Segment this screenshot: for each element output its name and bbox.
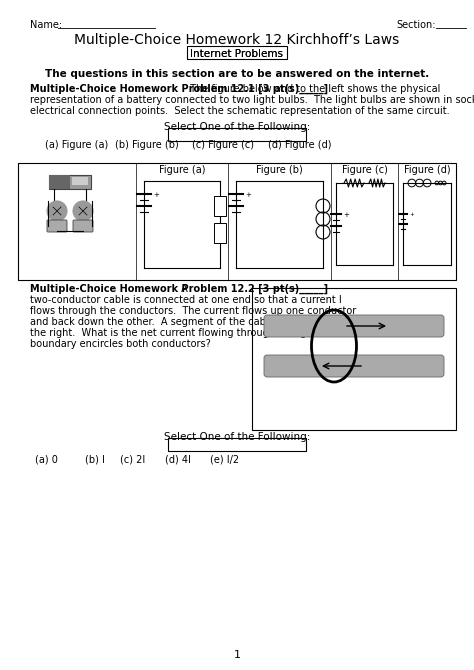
FancyBboxPatch shape xyxy=(264,355,444,377)
Text: (e) I/2: (e) I/2 xyxy=(210,454,239,464)
Text: (b) I: (b) I xyxy=(85,454,105,464)
Text: (a) 0: (a) 0 xyxy=(35,454,58,464)
Text: Figure (a): Figure (a) xyxy=(159,165,205,175)
Text: Multiple-Choice Homework 12 Kirchhoff’s Laws: Multiple-Choice Homework 12 Kirchhoff’s … xyxy=(74,33,400,47)
Text: Multiple-Choice Homework Problem 12.2 [3 pt(s)_____]: Multiple-Choice Homework Problem 12.2 [3… xyxy=(30,284,328,294)
Text: A: A xyxy=(178,284,188,294)
Bar xyxy=(214,196,226,216)
Bar xyxy=(49,175,70,189)
Text: (a) Figure (a): (a) Figure (a) xyxy=(45,140,108,150)
Text: The figure below and to the left shows the physical: The figure below and to the left shows t… xyxy=(187,84,440,94)
Text: Section:: Section: xyxy=(396,20,436,30)
Text: (c) Figure (c): (c) Figure (c) xyxy=(192,140,254,150)
Bar xyxy=(49,175,91,189)
FancyBboxPatch shape xyxy=(264,315,444,337)
Text: Internet Problems: Internet Problems xyxy=(191,49,283,59)
Text: Internet Problems: Internet Problems xyxy=(191,49,283,59)
Text: +: + xyxy=(343,212,349,218)
Text: (d) 4I: (d) 4I xyxy=(165,454,191,464)
Text: the right.  What is the net current flowing through a ring whose: the right. What is the net current flowi… xyxy=(30,328,341,338)
Text: +: + xyxy=(409,212,414,217)
Text: +: + xyxy=(153,192,159,198)
Text: electrical connection points.  Select the schematic representation of the same c: electrical connection points. Select the… xyxy=(30,106,450,116)
Text: Select One of the Following:: Select One of the Following: xyxy=(164,122,310,132)
Bar xyxy=(214,223,226,243)
Text: (b) Figure (b): (b) Figure (b) xyxy=(115,140,179,150)
Text: two-conductor cable is connected at one end so that a current I: two-conductor cable is connected at one … xyxy=(30,295,342,305)
Text: representation of a battery connected to two light bulbs.  The light bulbs are s: representation of a battery connected to… xyxy=(30,95,474,105)
Text: Name:: Name: xyxy=(30,20,62,30)
Circle shape xyxy=(73,201,93,221)
Text: The questions in this section are to be answered on the internet.: The questions in this section are to be … xyxy=(45,69,429,79)
Text: 1: 1 xyxy=(234,650,240,660)
Text: +: + xyxy=(245,192,251,198)
Bar xyxy=(252,288,456,430)
Bar xyxy=(187,46,287,59)
FancyBboxPatch shape xyxy=(47,220,67,232)
Text: (d) Figure (d): (d) Figure (d) xyxy=(268,140,331,150)
Text: and back down the other.  A segment of the cable is drawn to: and back down the other. A segment of th… xyxy=(30,317,332,327)
Text: flows through the conductors.  The current flows up one conductor: flows through the conductors. The curren… xyxy=(30,306,356,316)
Text: Multiple-Choice Homework Problem 12.1 [3 pt(s)_____]: Multiple-Choice Homework Problem 12.1 [3… xyxy=(30,84,328,94)
Bar xyxy=(18,163,456,280)
Text: Figure (c): Figure (c) xyxy=(342,165,387,175)
Text: (c) 2I: (c) 2I xyxy=(120,454,145,464)
Circle shape xyxy=(47,201,67,221)
Bar xyxy=(72,177,88,185)
Bar xyxy=(168,128,306,141)
FancyBboxPatch shape xyxy=(73,220,93,232)
Text: Figure (b): Figure (b) xyxy=(256,165,303,175)
Text: Select One of the Following:: Select One of the Following: xyxy=(164,432,310,442)
Text: boundary encircles both conductors?: boundary encircles both conductors? xyxy=(30,339,211,349)
Bar xyxy=(168,438,306,451)
Text: Figure (d): Figure (d) xyxy=(404,165,450,175)
